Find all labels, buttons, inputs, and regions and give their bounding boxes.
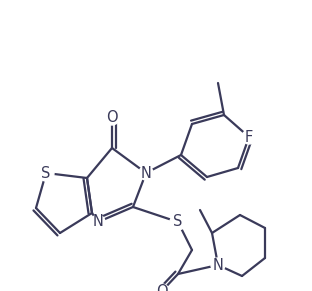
- Text: N: N: [141, 166, 151, 180]
- Circle shape: [105, 111, 119, 125]
- Text: O: O: [156, 283, 168, 291]
- Circle shape: [139, 166, 153, 180]
- Circle shape: [170, 214, 186, 230]
- Circle shape: [211, 258, 225, 272]
- Text: N: N: [212, 258, 223, 272]
- Circle shape: [155, 284, 169, 291]
- Circle shape: [38, 165, 54, 181]
- Text: F: F: [245, 129, 253, 145]
- Text: S: S: [173, 214, 183, 230]
- Text: O: O: [106, 111, 118, 125]
- Circle shape: [91, 215, 105, 229]
- Text: S: S: [41, 166, 51, 180]
- Text: N: N: [93, 214, 104, 230]
- Circle shape: [242, 130, 256, 144]
